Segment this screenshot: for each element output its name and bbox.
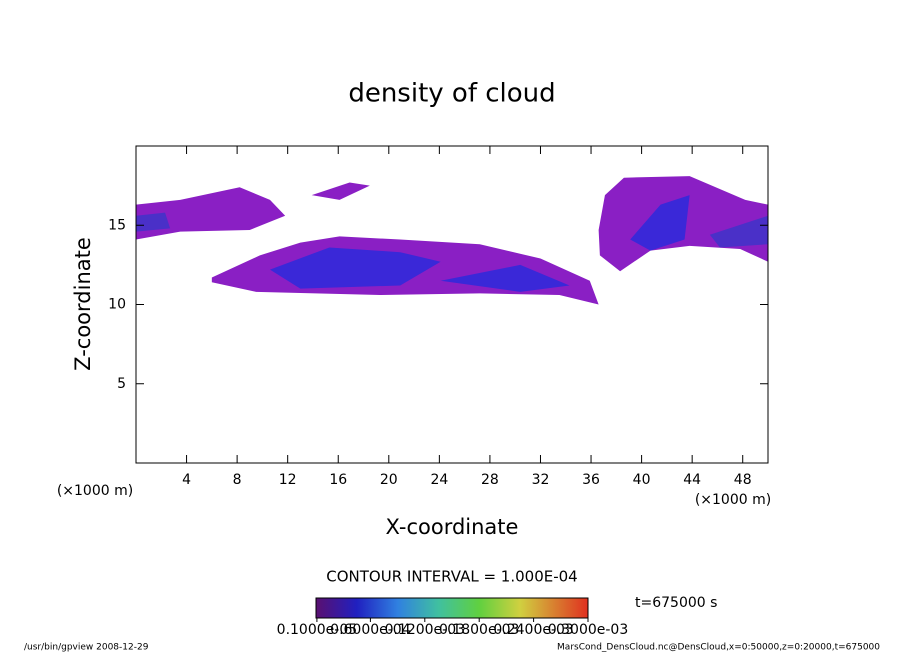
contour-region bbox=[630, 195, 690, 251]
x-tick-label: 48 bbox=[734, 472, 752, 488]
colorbar-label: 0.1000e-05 bbox=[277, 622, 357, 638]
contour-region bbox=[440, 264, 570, 292]
x-tick-label: 4 bbox=[182, 472, 191, 488]
colorbar-label: 0.1200e-03 bbox=[385, 622, 465, 638]
time-label: t=675000 s bbox=[635, 595, 717, 611]
colorbar-label: 0.2400e-03 bbox=[493, 622, 573, 638]
x-tick-label: 36 bbox=[582, 472, 600, 488]
x-tick-label: 40 bbox=[633, 472, 651, 488]
x-tick-label: 24 bbox=[430, 472, 448, 488]
footer-right: MarsCond_DensCloud.nc@DensCloud,x=0:5000… bbox=[557, 643, 880, 653]
contour-interval: CONTOUR INTERVAL = 1.000E-04 bbox=[326, 568, 577, 586]
chart-title: density of cloud bbox=[348, 79, 555, 109]
x-tick-label: 28 bbox=[481, 472, 499, 488]
y-tick-label: 15 bbox=[108, 217, 126, 233]
y-axis-label: Z-coordinate bbox=[71, 237, 95, 371]
colorbar bbox=[315, 597, 589, 619]
contour-region bbox=[709, 215, 768, 248]
x-tick-label: 12 bbox=[279, 472, 297, 488]
contour-region bbox=[136, 212, 171, 232]
contour-region bbox=[136, 187, 286, 240]
x-tick-label: 8 bbox=[233, 472, 242, 488]
y-tick-label: 5 bbox=[117, 376, 126, 392]
x-tick-label: 16 bbox=[329, 472, 347, 488]
y-tick-label: 10 bbox=[108, 297, 126, 313]
contour-region bbox=[269, 247, 441, 289]
x-tick-label: 44 bbox=[683, 472, 701, 488]
x-tick-label: 32 bbox=[532, 472, 550, 488]
colorbar-label: 0.3000e-03 bbox=[548, 622, 628, 638]
x-axis-label: X-coordinate bbox=[386, 515, 519, 539]
contour-region bbox=[311, 182, 370, 200]
y-unit: (×1000 m) bbox=[57, 483, 133, 499]
footer-left: /usr/bin/gpview 2008-12-29 bbox=[24, 643, 149, 653]
x-unit: (×1000 m) bbox=[695, 492, 771, 508]
colorbar-label: 0.6000e-04 bbox=[330, 622, 411, 638]
x-tick-label: 20 bbox=[380, 472, 398, 488]
colorbar-label: 0.1800e-03 bbox=[439, 622, 519, 638]
